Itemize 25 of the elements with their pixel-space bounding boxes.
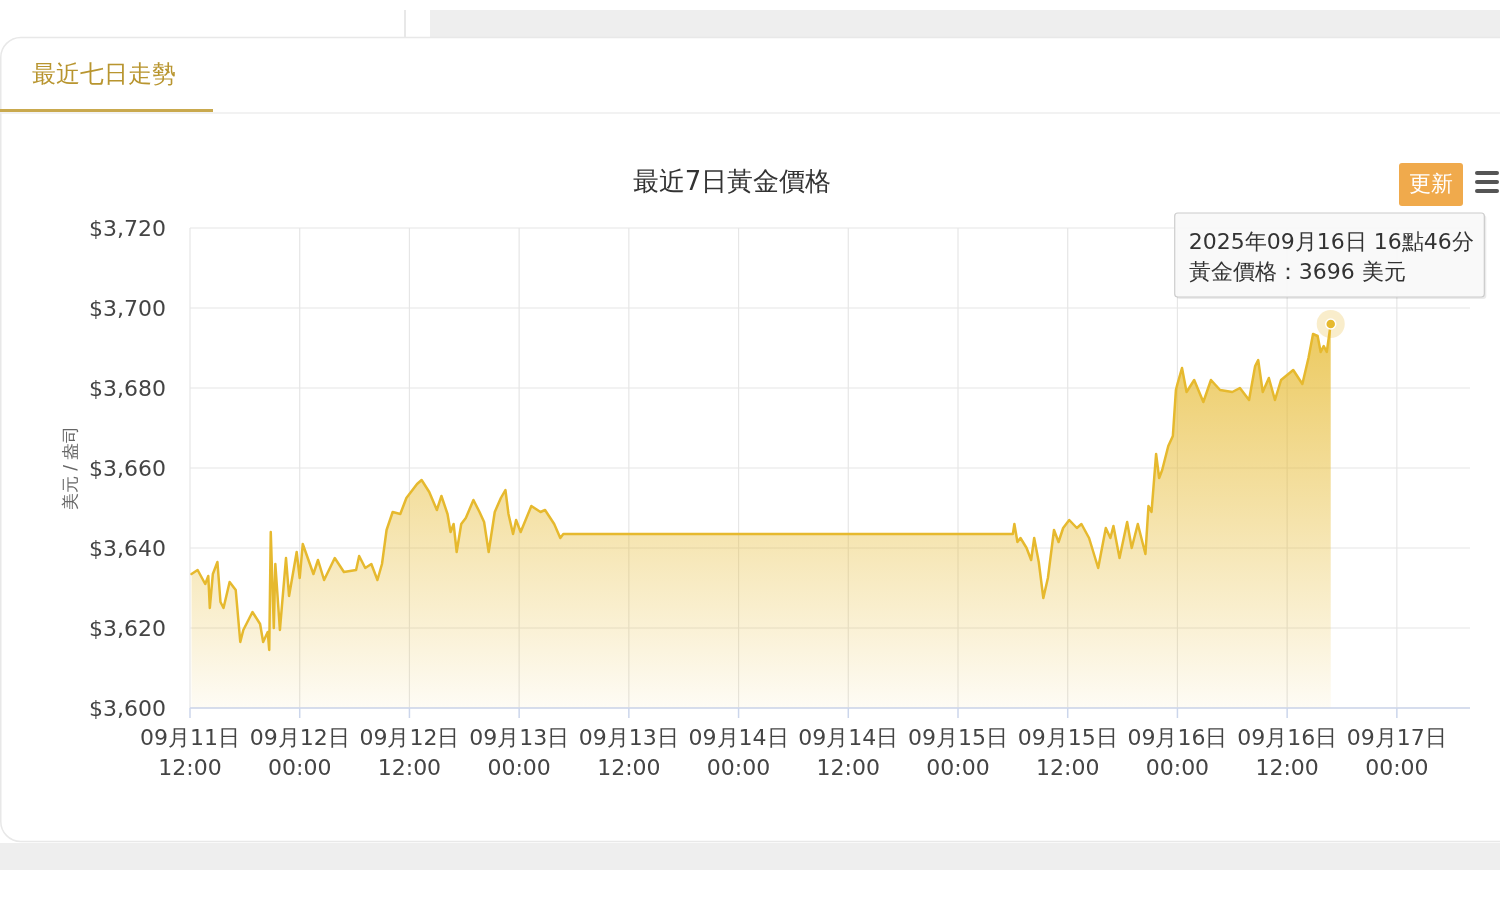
x-tick-label: 09月11日 12:00: [140, 725, 240, 780]
x-tick-label: 09月15日 12:00: [1017, 725, 1118, 780]
x-tick-label: 09月13日 00:00: [469, 725, 570, 780]
text: 最近七日走勢: [32, 60, 176, 88]
y-tick-label: $3,600: [89, 695, 166, 721]
y-tick-label: $3,700: [89, 295, 166, 321]
y-tick-label: $3,640: [89, 535, 166, 561]
x-tick-label: 09月15日 00:00: [908, 725, 1008, 780]
y-tick-label: $3,720: [89, 215, 166, 241]
x-tick-label: 09月14日 12:00: [798, 725, 899, 780]
x-tick-label: 09月16日 12:00: [1237, 725, 1338, 780]
x-tick-label: 09月13日 12:00: [578, 725, 679, 780]
x-tick-label: 09月17日 00:00: [1346, 725, 1447, 780]
annotation: 2025年09月16日 16點46分: [1188, 229, 1474, 254]
x-tick-label: 09月14日 00:00: [688, 725, 789, 780]
y-tick-label: $3,660: [89, 455, 166, 481]
annotation: 黃金價格：3696 美元: [1188, 259, 1406, 284]
y-axis-title: 美元 / 盎司: [60, 425, 80, 511]
x-tick-label: 09月16日 00:00: [1127, 725, 1228, 780]
y-tick-label: $3,680: [89, 375, 166, 401]
text: 更新: [1409, 171, 1453, 196]
x-tick-label: 09月12日 12:00: [359, 725, 460, 780]
chart-title: 最近7日黃金價格: [632, 166, 832, 196]
x-tick-label: 09月12日 00:00: [249, 725, 350, 780]
y-tick-label: $3,620: [89, 615, 166, 641]
